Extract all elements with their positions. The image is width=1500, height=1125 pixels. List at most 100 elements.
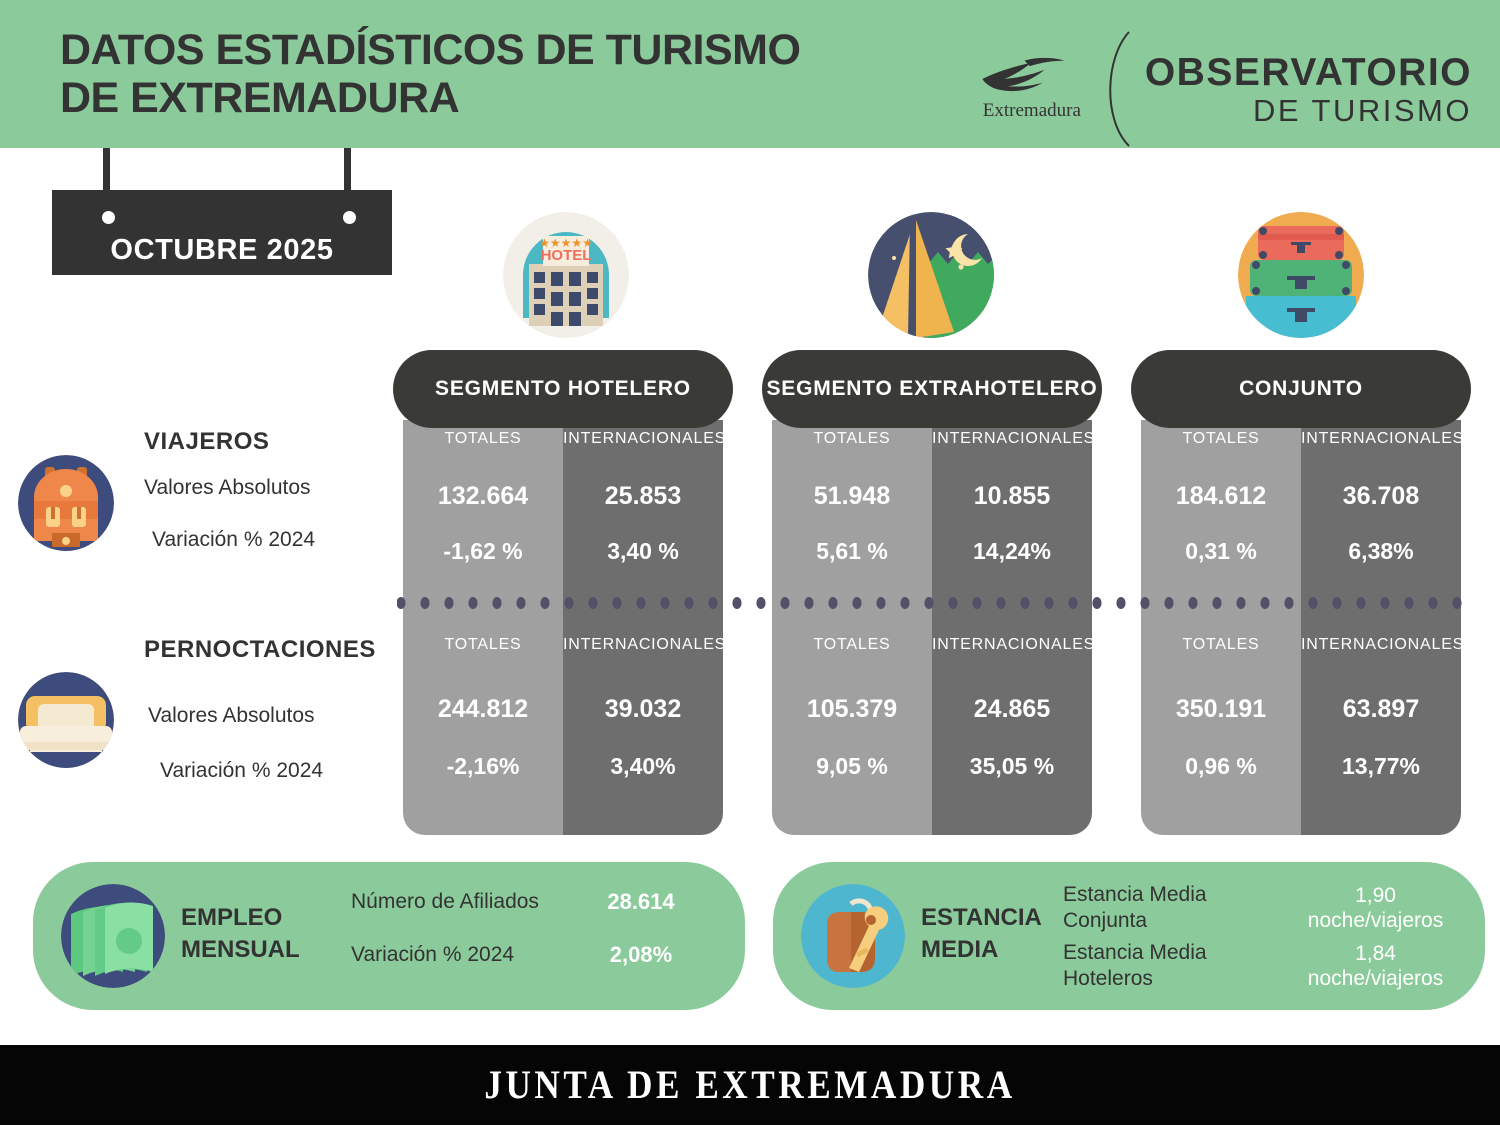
sign-rope-left xyxy=(103,148,110,194)
money-icon xyxy=(61,884,165,988)
pernoctaciones-label-group: PERNOCTACIONES Valores Absolutos Variaci… xyxy=(144,636,376,783)
column-totales xyxy=(1141,420,1301,835)
header-totales-pernoctaciones: TOTALES xyxy=(813,636,891,653)
empleo-row-variacion-value: 2,08% xyxy=(609,942,673,967)
estancia-row-conjunta: Estancia Media Conjunta 1,90 noche/viaje… xyxy=(1063,882,1473,935)
panel-columns xyxy=(403,420,723,835)
viajeros-sub-variacion: Variación % 2024 xyxy=(152,528,316,551)
extremadura-wordmark: Extremadura xyxy=(982,99,1081,121)
estancia-title: ESTANCIA MEDIA xyxy=(921,904,1042,964)
page-header: DATOS ESTADÍSTICOS DE TURISMO DE EXTREMA… xyxy=(0,0,1500,148)
empleo-row-variacion: Variación % 2024 2,08% xyxy=(351,942,711,968)
empleo-row-afiliados-label: Número de Afiliados xyxy=(351,890,539,914)
observatorio-logo: OBSERVATORIO DE TURISMO xyxy=(1145,53,1472,126)
pernoctaciones-totales-valor: 350.191 xyxy=(1175,695,1267,723)
header-internacionales-pernoctaciones: INTERNACIONALES xyxy=(563,636,727,653)
birds-icon xyxy=(982,57,1065,91)
backpack-icon xyxy=(18,455,114,551)
viajeros-totales-valor: 184.612 xyxy=(1175,482,1267,510)
estancia-row-conjunta-value: 1,90 noche/viajeros xyxy=(1307,884,1444,933)
pernoctaciones-internacionales-variacion: 13,77% xyxy=(1341,753,1420,779)
header-totales-viajeros: TOTALES xyxy=(813,430,891,447)
empleo-title: EMPLEO MENSUAL xyxy=(181,904,300,964)
svg-text:HOTEL: HOTEL xyxy=(541,247,592,264)
observatorio-line1: OBSERVATORIO xyxy=(1144,50,1472,94)
pernoctaciones-totales-valor: 244.812 xyxy=(437,695,529,723)
panel-columns xyxy=(1141,420,1461,835)
viajeros-sub-absolutos: Valores Absolutos xyxy=(144,476,311,499)
estancia-row-hoteleros: Estancia Media Hoteleros 1,84 noche/viaj… xyxy=(1063,940,1473,993)
panel-segmento-extrahotelero: SEGMENTO EXTRAHOTELERO TOTALES INTERNACI… xyxy=(762,350,1102,835)
panel-title: CONJUNTO xyxy=(1131,350,1471,428)
viajeros-internacionales-variacion: 14,24% xyxy=(972,538,1051,564)
header-totales-viajeros: TOTALES xyxy=(1182,430,1260,447)
viajeros-internacionales-valor: 36.708 xyxy=(1342,482,1420,510)
header-internacionales-viajeros: INTERNACIONALES xyxy=(932,430,1096,447)
date-sign: OCTUBRE 2025 xyxy=(52,190,392,275)
pernoctaciones-totales-variacion: 0,96 % xyxy=(1185,753,1257,779)
pernoctaciones-internacionales-variacion: 3,40% xyxy=(610,753,676,779)
header-internacionales-viajeros: INTERNACIONALES xyxy=(1301,430,1465,447)
pernoctaciones-internacionales-valor: 24.865 xyxy=(973,695,1051,723)
viajeros-totales-valor: 51.948 xyxy=(813,482,891,510)
viajeros-internacionales-valor: 25.853 xyxy=(604,482,682,510)
card-empleo-mensual: EMPLEO MENSUAL Número de Afiliados 28.61… xyxy=(33,862,745,1010)
logo-group: Extremadura OBSERVATORIO DE TURISMO xyxy=(977,30,1472,148)
viajeros-heading: VIAJEROS xyxy=(144,428,270,455)
luggage-icon xyxy=(1238,212,1364,338)
pernoctaciones-totales-valor: 105.379 xyxy=(806,695,898,723)
pernoctaciones-sub-variacion: Variación % 2024 xyxy=(160,759,324,782)
column-internacionales xyxy=(1301,420,1461,835)
viajeros-internacionales-variacion: 3,40 % xyxy=(607,538,679,564)
sign-rope-right xyxy=(344,148,351,194)
page-title: DATOS ESTADÍSTICOS DE TURISMO DE EXTREMA… xyxy=(60,26,801,123)
empleo-row-variacion-label: Variación % 2024 xyxy=(351,943,515,967)
arc-icon xyxy=(1109,31,1130,147)
tent-night-icon xyxy=(868,212,994,338)
pernoctaciones-internacionales-valor: 39.032 xyxy=(604,695,682,723)
empleo-row-afiliados-value: 28.614 xyxy=(607,889,675,914)
sign-hole-left xyxy=(102,211,115,224)
pernoctaciones-totales-variacion: -2,16% xyxy=(446,753,520,779)
page-footer: JUNTA DE EXTREMADURA xyxy=(0,1045,1500,1125)
section-divider xyxy=(397,597,1462,609)
viajeros-label-group: VIAJEROS Valores Absolutos Variación % 2… xyxy=(144,428,315,552)
pernoctaciones-sub-absolutos: Valores Absolutos xyxy=(148,704,315,727)
pernoctaciones-internacionales-valor: 63.897 xyxy=(1342,695,1420,723)
panel-title: SEGMENTO EXTRAHOTELERO xyxy=(762,350,1102,428)
viajeros-internacionales-variacion: 6,38% xyxy=(1348,538,1414,564)
column-totales xyxy=(772,420,932,835)
viajeros-totales-valor: 132.664 xyxy=(437,482,529,510)
panel-columns xyxy=(772,420,1092,835)
header-totales-viajeros: TOTALES xyxy=(444,430,522,447)
column-internacionales xyxy=(563,420,723,835)
panel-title: SEGMENTO HOTELERO xyxy=(393,350,733,428)
date-sign-label: OCTUBRE 2025 xyxy=(110,234,334,266)
observatorio-line2: DE TURISMO xyxy=(1252,92,1472,128)
svg-text:★★★★★: ★★★★★ xyxy=(539,236,593,250)
empleo-row-afiliados: Número de Afiliados 28.614 xyxy=(351,889,711,915)
pernoctaciones-totales-variacion: 9,05 % xyxy=(816,753,888,779)
pernoctaciones-heading: PERNOCTACIONES xyxy=(144,636,376,663)
bed-icon xyxy=(18,672,114,768)
header-internacionales-pernoctaciones: INTERNACIONALES xyxy=(932,636,1096,653)
header-totales-pernoctaciones: TOTALES xyxy=(1182,636,1260,653)
keytag-icon xyxy=(801,884,905,988)
estancia-row-hoteleros-value: 1,84 noche/viajeros xyxy=(1307,942,1444,991)
column-totales xyxy=(403,420,563,835)
viajeros-totales-variacion: -1,62 % xyxy=(443,538,523,564)
viajeros-totales-variacion: 0,31 % xyxy=(1185,538,1257,564)
sign-hole-right xyxy=(343,211,356,224)
header-totales-pernoctaciones: TOTALES xyxy=(444,636,522,653)
hotel-icon: HOTEL ★★★★★ xyxy=(503,212,629,338)
column-internacionales xyxy=(932,420,1092,835)
viajeros-internacionales-valor: 10.855 xyxy=(973,482,1051,510)
estancia-row-hoteleros-label: Estancia Media Hoteleros xyxy=(1063,941,1207,991)
viajeros-totales-variacion: 5,61 % xyxy=(816,538,888,564)
panel-conjunto: CONJUNTO TOTALES INTERNACIONALES 184.612… xyxy=(1131,350,1471,835)
extremadura-logo: Extremadura xyxy=(977,57,1087,122)
card-estancia-media: ESTANCIA MEDIA Estancia Media Conjunta 1… xyxy=(773,862,1485,1010)
pernoctaciones-internacionales-variacion: 35,05 % xyxy=(969,753,1055,779)
junta-extremadura-wordmark: JUNTA DE EXTREMADURA xyxy=(484,1062,1016,1107)
header-internacionales-viajeros: INTERNACIONALES xyxy=(563,430,727,447)
